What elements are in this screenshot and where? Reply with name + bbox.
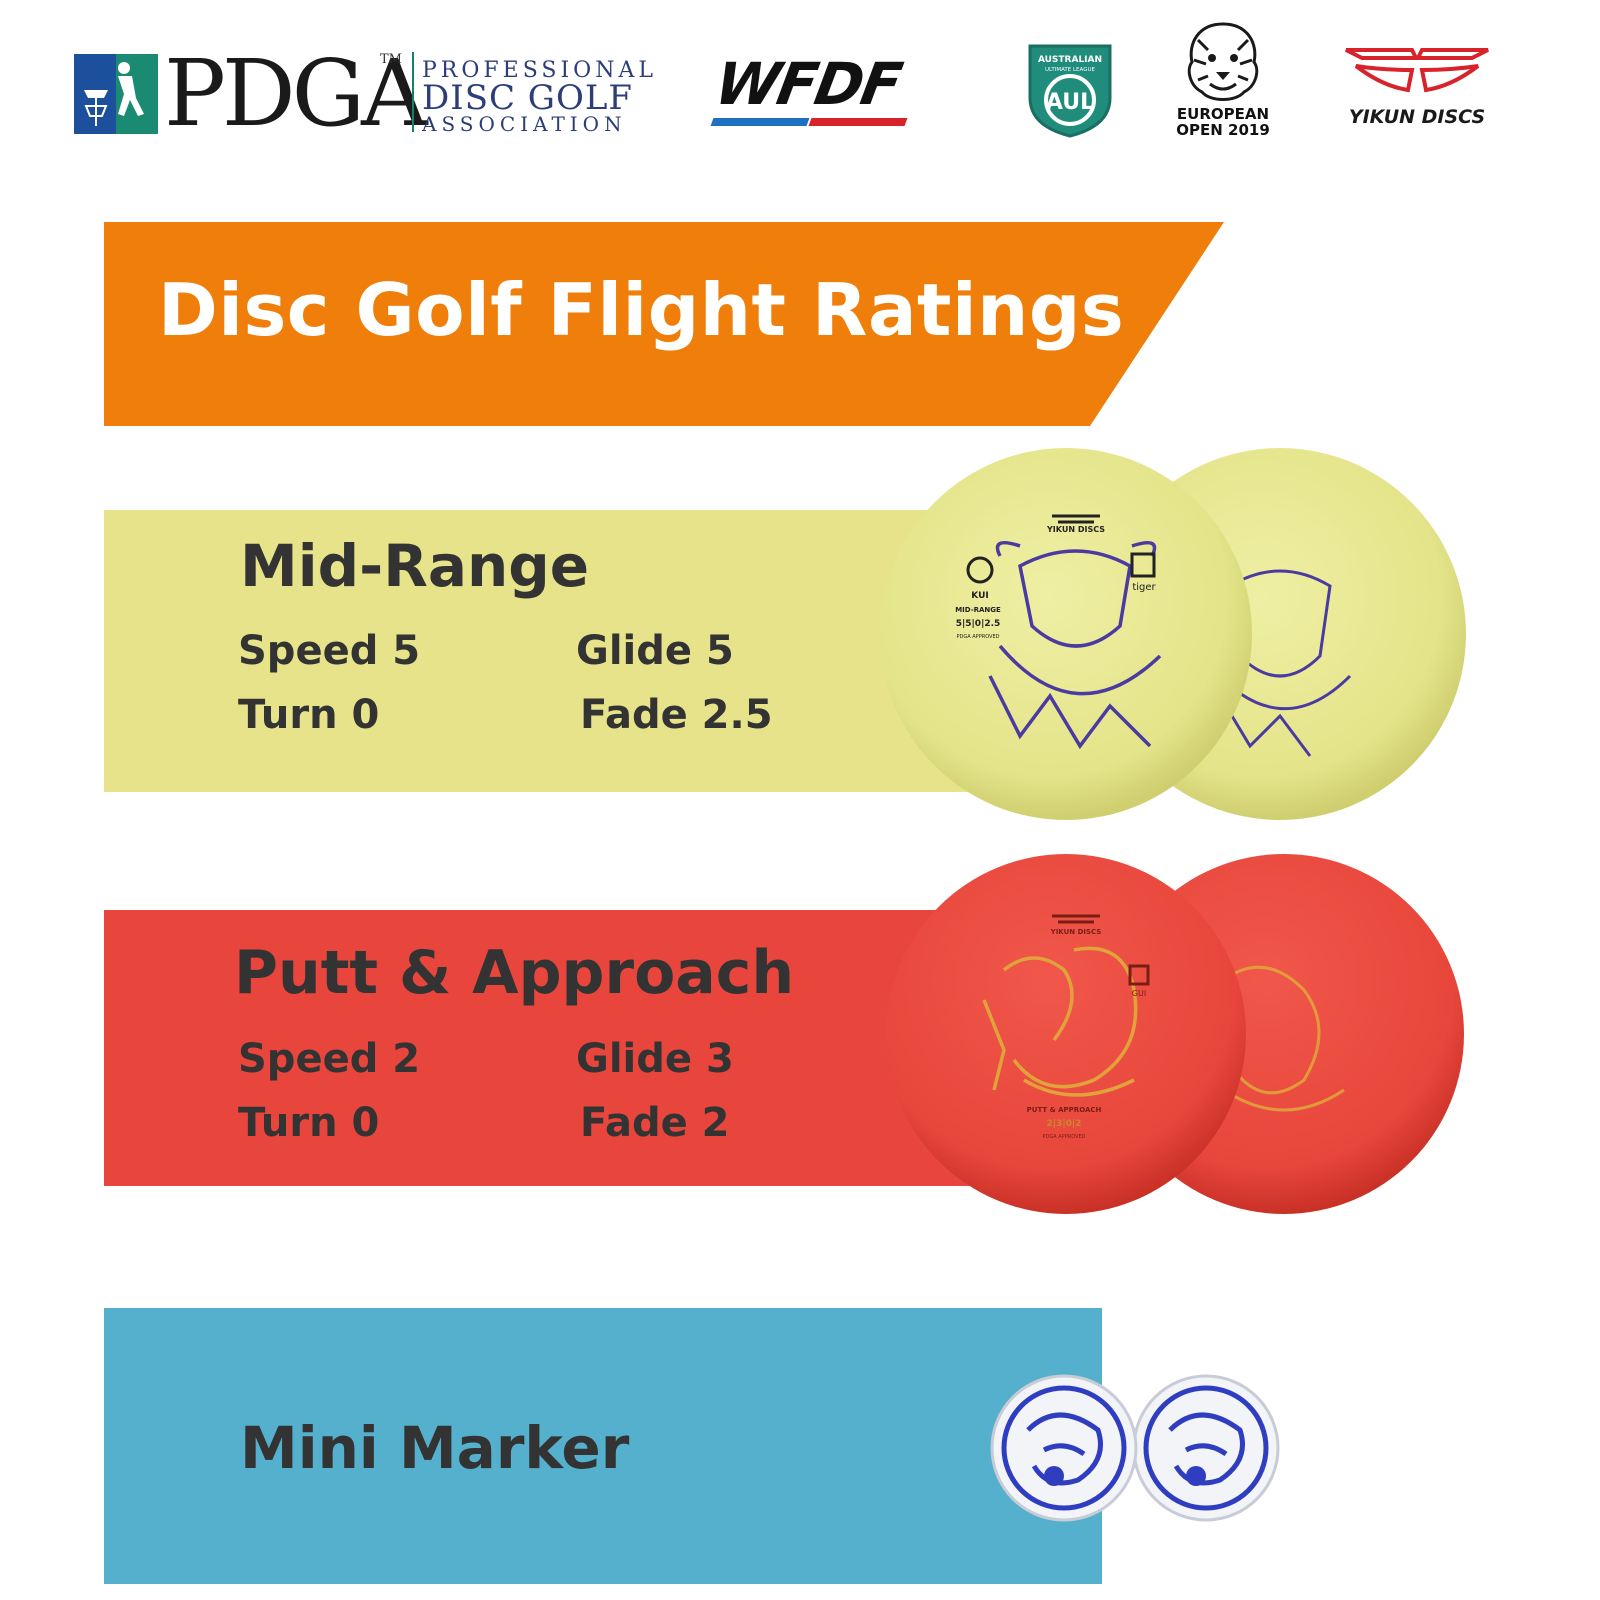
aul-mark: AUL — [1046, 90, 1094, 115]
pdga-basket-player-icon — [74, 54, 158, 134]
mid-range-turn: Turn 0 — [238, 692, 380, 738]
putt-disc-series: GUI — [1132, 989, 1146, 998]
pdga-logo: PDGA TM PROFESSIONAL DISC GOLF ASSOCIATI… — [74, 40, 653, 147]
mid-range-fade: Fade 2.5 — [580, 692, 773, 738]
mid-disc-model: KUI — [971, 591, 988, 601]
mid-disc-rating: 5|5|0|2.5 — [956, 619, 1001, 629]
putt-disc-type: PUTT & APPROACH — [1027, 1106, 1102, 1114]
title-banner — [104, 222, 1224, 426]
wfdf-blue-stripe — [710, 118, 810, 126]
aul-line2: ULTIMATE LEAGUE — [1045, 67, 1095, 73]
aul-logo: AUSTRALIAN ULTIMATE LEAGUE AUL — [1026, 42, 1114, 138]
european-open-logo: EUROPEAN OPEN 2019 — [1168, 20, 1278, 142]
pdga-line-association: ASSOCIATION — [422, 112, 627, 136]
putt-approach-turn: Turn 0 — [238, 1100, 380, 1146]
putt-approach-band — [104, 910, 1004, 1186]
pdga-divider — [412, 52, 414, 132]
putt-disc-rating: 2|3|0|2 — [1047, 1119, 1082, 1129]
yikun-wings-icon — [1345, 48, 1489, 93]
mini-marker-discs — [990, 1374, 1280, 1522]
mid-range-band — [104, 510, 1004, 792]
mini-marker-back — [1132, 1374, 1280, 1522]
mid-range-disc-front: YIKUN DISCS KUI MID-RANGE 5|5|0|2.5 PDGA… — [880, 448, 1252, 820]
mid-disc-approval: PDGA APPROVED — [957, 634, 1000, 640]
mid-disc-brand: YIKUN DISCS — [1046, 525, 1105, 534]
putt-approach-speed: Speed 2 — [238, 1036, 421, 1082]
trademark-sign: TM — [380, 52, 402, 67]
mini-marker-front — [990, 1374, 1138, 1522]
european-open-line1: EUROPEAN — [1176, 105, 1270, 123]
pdga-line-disc-golf: DISC GOLF — [422, 78, 634, 118]
putt-disc-brand: YIKUN DISCS — [1050, 928, 1102, 936]
putt-approach-disc-front: YIKUN DISCS GUI PUTT & APPROACH 2|3|0|2 … — [886, 854, 1246, 1214]
putt-approach-fade: Fade 2 — [580, 1100, 730, 1146]
wfdf-red-stripe — [808, 118, 908, 126]
putt-approach-glide: Glide 3 — [576, 1036, 734, 1082]
wfdf-wordmark: WFDF — [710, 50, 906, 118]
putt-approach-discs: YIKUN DISCS GUI PUTT & APPROACH 2|3|0|2 … — [886, 854, 1464, 1214]
aul-line1: AUSTRALIAN — [1038, 55, 1102, 65]
mini-marker-title: Mini Marker — [240, 1414, 630, 1482]
lion-head-icon — [1187, 22, 1259, 101]
pdga-wordmark: PDGA — [164, 40, 428, 147]
page-title: Disc Golf Flight Ratings — [158, 268, 1125, 352]
mid-disc-series: tiger — [1132, 582, 1156, 593]
mid-range-glide: Glide 5 — [576, 628, 734, 674]
mid-disc-type: MID-RANGE — [955, 606, 1001, 614]
putt-disc-approval: PDGA APPROVED — [1043, 1134, 1086, 1140]
putt-approach-title: Putt & Approach — [234, 938, 795, 1008]
european-open-line2: OPEN 2019 — [1176, 121, 1270, 139]
yikun-wordmark: YIKUN DISCS — [1348, 106, 1486, 128]
aul-shield-icon: AUSTRALIAN ULTIMATE LEAGUE AUL — [1028, 44, 1112, 138]
mid-range-discs: YIKUN DISCS KUI MID-RANGE 5|5|0|2.5 PDGA… — [880, 448, 1466, 820]
pdga-line-professional: PROFESSIONAL — [422, 58, 657, 83]
mid-range-title: Mid-Range — [240, 532, 590, 600]
mini-marker-band — [104, 1308, 1102, 1584]
wfdf-logo: WFDF — [710, 50, 922, 128]
yikun-logo: YIKUN DISCS — [1342, 46, 1492, 136]
mid-range-speed: Speed 5 — [238, 628, 421, 674]
